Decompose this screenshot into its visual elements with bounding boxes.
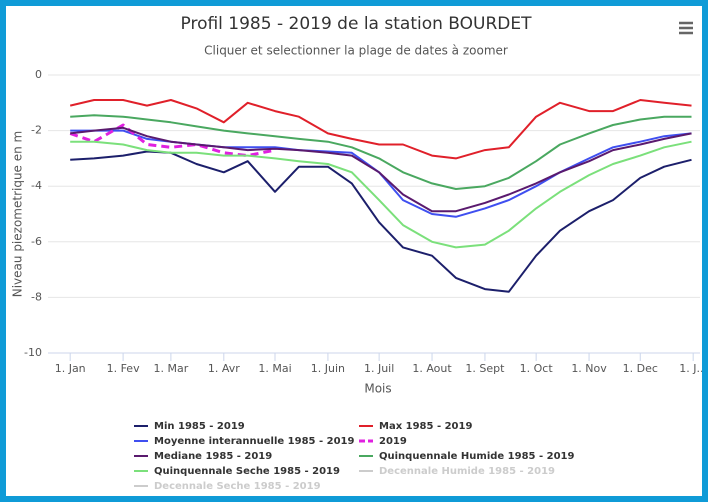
menu-icon[interactable]: [679, 21, 693, 35]
legend-label[interactable]: Min 1985 - 2019: [154, 421, 245, 432]
legend-label[interactable]: Mediane 1985 - 2019: [154, 451, 272, 462]
x-tick-label: 1. Dec: [623, 362, 658, 375]
y-tick-label: -10: [24, 346, 42, 359]
legend-label[interactable]: Decennale Humide 1985 - 2019: [379, 466, 555, 477]
legend-label[interactable]: Max 1985 - 2019: [379, 421, 472, 432]
series-line: [70, 140, 692, 249]
y-axis-title: Niveau piezometrique en m: [11, 131, 25, 298]
x-tick-label: 1. Mai: [258, 362, 291, 375]
x-tick-label: 1. Sept: [465, 362, 505, 375]
x-tick-label: 1. Oct: [520, 362, 554, 375]
series-line: [69, 99, 692, 160]
chart-title: Profil 1985 - 2019 de la station BOURDET: [181, 14, 533, 34]
legend-label[interactable]: 2019: [379, 436, 407, 447]
series-line: [70, 150, 692, 293]
y-tick-label: -2: [31, 124, 42, 137]
chart-subtitle: Cliquer et selectionner la plage de date…: [204, 44, 508, 58]
x-tick-label: 1. Nov: [571, 362, 607, 375]
y-tick-label: -8: [31, 290, 42, 303]
legend-label[interactable]: Moyenne interannuelle 1985 - 2019: [154, 436, 354, 447]
legend-label[interactable]: Quinquennale Humide 1985 - 2019: [379, 451, 574, 462]
y-tick-label: 0: [35, 68, 42, 81]
menu-button[interactable]: [676, 20, 696, 36]
x-tick-label: 1. Aout: [412, 362, 452, 375]
x-tick-label: 1. Juil: [364, 362, 394, 375]
legend-label[interactable]: Quinquennale Seche 1985 - 2019: [154, 466, 340, 477]
x-tick-label: 1. Avr: [208, 362, 240, 375]
x-axis-title: Mois: [364, 382, 391, 396]
series-line: [70, 126, 692, 213]
x-tick-label: 1. Mar: [154, 362, 189, 375]
x-tick-label: 1. Juin: [311, 362, 345, 375]
series-line: [70, 114, 692, 190]
x-tick-label: 1. Jan: [55, 362, 86, 375]
x-tick-label: 1. J...: [679, 362, 702, 375]
y-tick-label: -4: [31, 179, 42, 192]
y-tick-label: -6: [31, 235, 42, 248]
x-tick-label: 1. Fev: [107, 362, 140, 375]
chart: Profil 1985 - 2019 de la station BOURDET…: [11, 14, 703, 492]
legend-label[interactable]: Decennale Seche 1985 - 2019: [154, 481, 321, 492]
